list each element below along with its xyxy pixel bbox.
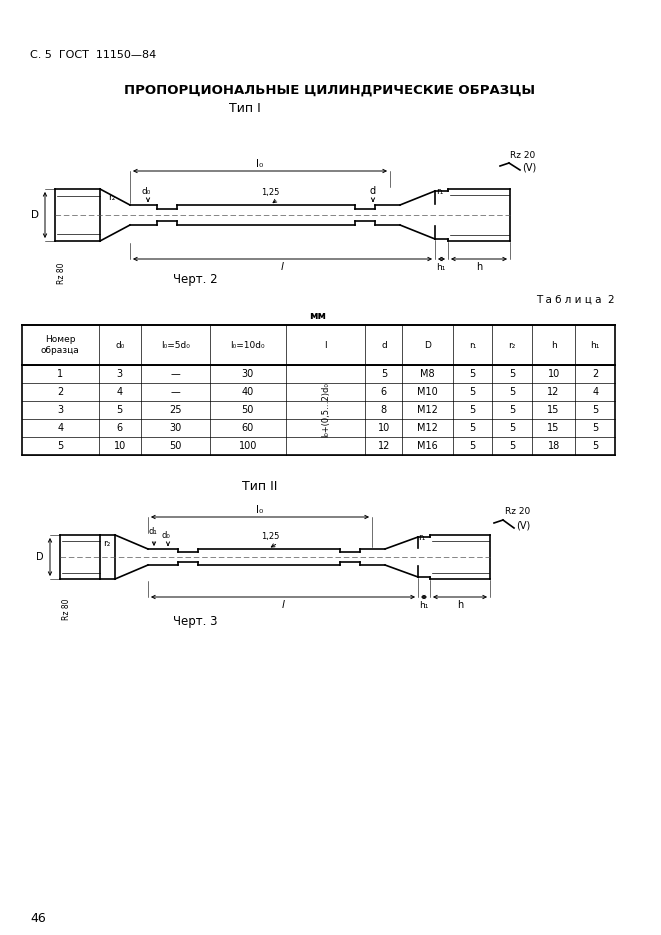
Text: Черт. 2: Черт. 2 [173, 274, 217, 286]
Text: d₀: d₀ [162, 531, 171, 540]
Text: h: h [457, 600, 463, 610]
Text: D: D [31, 210, 39, 220]
Text: 100: 100 [239, 441, 257, 451]
Text: 40: 40 [242, 387, 254, 397]
Text: Rz 20: Rz 20 [510, 151, 535, 160]
Text: d₀: d₀ [115, 340, 124, 350]
Text: h₁: h₁ [419, 600, 429, 610]
Text: d₁: d₁ [149, 527, 157, 537]
Text: 5: 5 [469, 405, 475, 415]
Text: (V): (V) [522, 163, 536, 173]
Text: С. 5  ГОСТ  11150—84: С. 5 ГОСТ 11150—84 [30, 50, 156, 60]
Text: 4: 4 [58, 423, 63, 433]
Text: 30: 30 [242, 369, 254, 379]
Text: Номер
образца: Номер образца [41, 336, 80, 354]
Text: 5: 5 [592, 423, 598, 433]
Text: l₀=10d₀: l₀=10d₀ [231, 340, 265, 350]
Text: 10: 10 [547, 369, 560, 379]
Text: D: D [424, 340, 431, 350]
Text: 3: 3 [58, 405, 63, 415]
Text: Тип II: Тип II [243, 481, 278, 494]
Text: 5: 5 [509, 441, 515, 451]
Text: 5: 5 [381, 369, 387, 379]
Text: d₀: d₀ [141, 186, 151, 195]
Text: l: l [282, 600, 284, 610]
Text: 6: 6 [381, 387, 387, 397]
Text: 5: 5 [592, 405, 598, 415]
Text: 5: 5 [469, 369, 475, 379]
Text: M8: M8 [420, 369, 435, 379]
Text: l₀=5d₀: l₀=5d₀ [161, 340, 190, 350]
Text: M10: M10 [417, 387, 438, 397]
Text: 5: 5 [592, 441, 598, 451]
Text: 4: 4 [117, 387, 123, 397]
Text: 10: 10 [377, 423, 390, 433]
Text: 5: 5 [116, 405, 123, 415]
Text: —: — [171, 387, 180, 397]
Text: 5: 5 [509, 387, 515, 397]
Text: r₁: r₁ [418, 533, 426, 541]
Text: M12: M12 [417, 405, 438, 415]
Text: 10: 10 [114, 441, 126, 451]
Text: 60: 60 [242, 423, 254, 433]
Text: l₀+(0,5…2)d₀: l₀+(0,5…2)d₀ [321, 382, 330, 438]
Text: 5: 5 [509, 405, 515, 415]
Text: 5: 5 [509, 423, 515, 433]
Text: r₁: r₁ [436, 188, 444, 196]
Text: 46: 46 [30, 912, 46, 925]
Text: Тип I: Тип I [229, 102, 261, 114]
Text: 2: 2 [592, 369, 598, 379]
Text: 5: 5 [469, 423, 475, 433]
Text: 4: 4 [592, 387, 598, 397]
Text: h₁: h₁ [436, 263, 446, 271]
Text: 18: 18 [547, 441, 560, 451]
Text: 12: 12 [377, 441, 390, 451]
Text: l₀: l₀ [256, 159, 264, 169]
Text: M12: M12 [417, 423, 438, 433]
Text: 3: 3 [117, 369, 123, 379]
Text: 5: 5 [469, 441, 475, 451]
Text: 1,25: 1,25 [261, 531, 279, 540]
Text: 5: 5 [509, 369, 515, 379]
Text: 25: 25 [169, 405, 182, 415]
Text: D: D [36, 552, 44, 562]
Text: l: l [325, 340, 327, 350]
Text: мм: мм [309, 311, 327, 321]
Text: Rz 80: Rz 80 [62, 598, 71, 620]
Text: Rz 20: Rz 20 [505, 508, 530, 516]
Text: 5: 5 [57, 441, 63, 451]
Text: r₂: r₂ [103, 539, 110, 549]
Text: l: l [280, 262, 284, 272]
Text: Черт. 3: Черт. 3 [173, 614, 217, 627]
Text: h: h [551, 340, 557, 350]
Text: h: h [476, 262, 482, 272]
Text: Rz 80: Rz 80 [57, 262, 66, 283]
Text: r₂: r₂ [508, 340, 516, 350]
Text: r₂: r₂ [108, 194, 116, 203]
Text: d: d [370, 186, 376, 196]
Text: —: — [171, 369, 180, 379]
Text: 1,25: 1,25 [261, 188, 279, 196]
Text: r₁: r₁ [469, 340, 476, 350]
Text: (V): (V) [516, 520, 530, 530]
Text: 2: 2 [57, 387, 63, 397]
Text: 12: 12 [547, 387, 560, 397]
Text: 15: 15 [547, 423, 560, 433]
Text: 8: 8 [381, 405, 387, 415]
Text: ПРОПОРЦИОНАЛЬНЫЕ ЦИЛИНДРИЧЕСКИЕ ОБРАЗЦЫ: ПРОПОРЦИОНАЛЬНЫЕ ЦИЛИНДРИЧЕСКИЕ ОБРАЗЦЫ [124, 83, 535, 96]
Text: d: d [381, 340, 387, 350]
Text: 50: 50 [242, 405, 254, 415]
Text: M16: M16 [417, 441, 438, 451]
Text: Т а б л и ц а  2: Т а б л и ц а 2 [536, 295, 615, 305]
Text: 6: 6 [117, 423, 123, 433]
Text: l₀: l₀ [256, 505, 264, 515]
Text: 1: 1 [58, 369, 63, 379]
Text: h₁: h₁ [590, 340, 600, 350]
Text: 15: 15 [547, 405, 560, 415]
Text: 5: 5 [469, 387, 475, 397]
Text: 50: 50 [169, 441, 181, 451]
Text: 30: 30 [169, 423, 181, 433]
